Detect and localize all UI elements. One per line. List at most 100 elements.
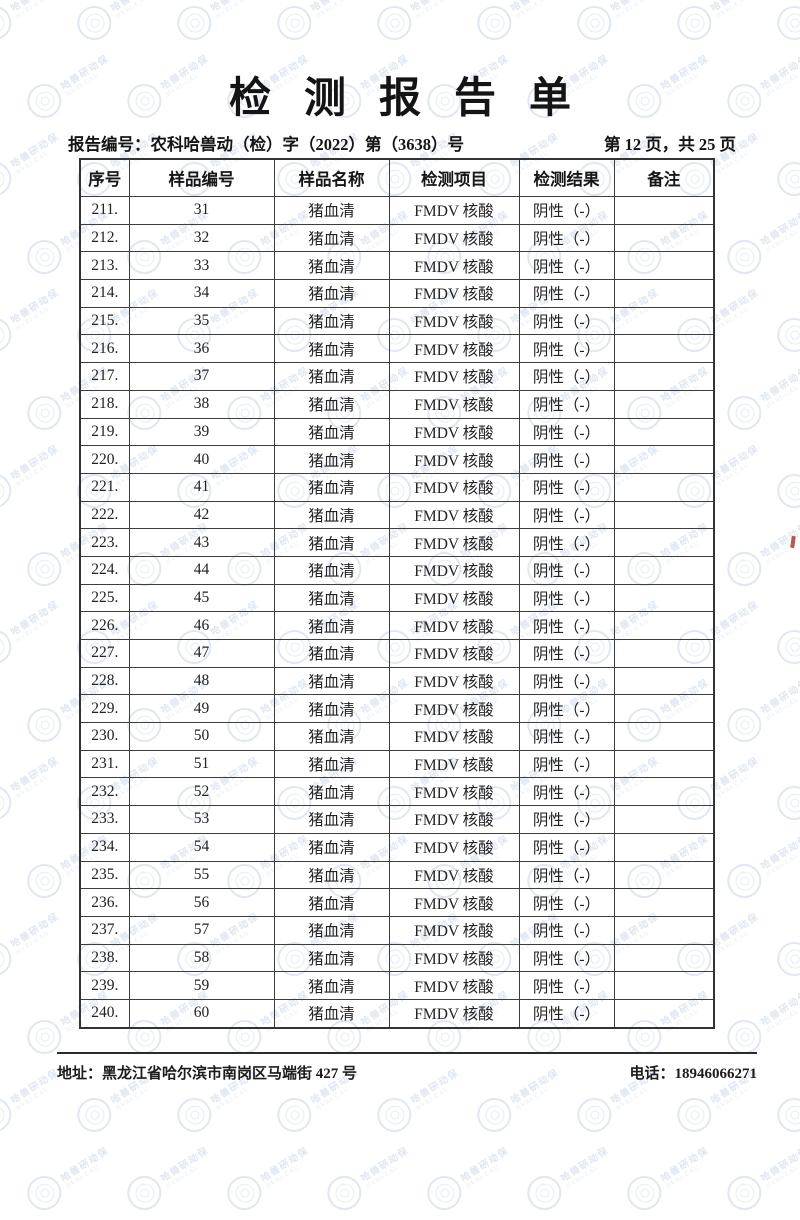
col-remark bbox=[613, 722, 715, 751]
col-remark bbox=[613, 251, 715, 281]
col-remark bbox=[613, 805, 715, 834]
report-meta-row: 报告编号：农科哈兽动（检）字（2022）第（3638）号 第 12 页，共 25… bbox=[68, 131, 736, 155]
col-remark bbox=[613, 583, 715, 613]
col-remark bbox=[613, 832, 715, 862]
col-sample-name: 猪血清 bbox=[273, 472, 390, 502]
table-row: 227. 47 猪血清 FMDV 核酸 阴性（-） bbox=[79, 639, 715, 668]
col-test-result: 阴性（-） bbox=[518, 777, 615, 807]
col-test-result: 阴性（-） bbox=[518, 915, 615, 945]
col-test-item: FMDV 核酸 bbox=[388, 500, 520, 530]
col-sample-id: 40 bbox=[128, 445, 275, 474]
col-sample-name: 猪血清 bbox=[273, 777, 390, 807]
col-remark bbox=[613, 500, 715, 530]
col-sample-name: 猪血清 bbox=[273, 362, 390, 391]
col-seq: 218. bbox=[79, 389, 130, 419]
col-remark bbox=[613, 445, 715, 474]
col-test-result: 阴性（-） bbox=[518, 694, 615, 724]
col-sample-name: 猪血清 bbox=[273, 223, 390, 253]
col-test-item: FMDV 核酸 bbox=[388, 306, 520, 336]
col-seq: 229. bbox=[79, 694, 130, 724]
col-sample-id: 56 bbox=[128, 888, 275, 917]
col-test-result: 阴性（-） bbox=[518, 196, 615, 225]
col-remark bbox=[613, 472, 715, 502]
col-seq: 224. bbox=[79, 555, 130, 585]
col-seq: 231. bbox=[79, 749, 130, 779]
col-remark bbox=[613, 639, 715, 668]
col-seq: 234. bbox=[79, 832, 130, 862]
table-header-row: 序号 样品编号 样品名称 检测项目 检测结果 备注 bbox=[79, 158, 715, 197]
table-row: 224. 44 猪血清 FMDV 核酸 阴性（-） bbox=[79, 555, 715, 585]
col-test-result: 阴性（-） bbox=[518, 749, 615, 779]
col-seq: 211. bbox=[79, 196, 130, 225]
watermark-logo-icon bbox=[720, 1169, 768, 1217]
col-sample-name: 猪血清 bbox=[273, 251, 390, 281]
col-sample-name: 猪血清 bbox=[273, 971, 390, 1000]
table-row: 233. 53 猪血清 FMDV 核酸 阴性（-） bbox=[79, 805, 715, 834]
table-row: 237. 57 猪血清 FMDV 核酸 阴性（-） bbox=[79, 915, 715, 945]
col-seq: 212. bbox=[79, 223, 130, 253]
col-test-item: FMDV 核酸 bbox=[388, 362, 520, 391]
col-test-item: FMDV 核酸 bbox=[388, 445, 520, 474]
col-test-result: 阴性（-） bbox=[518, 971, 615, 1000]
col-sample-name: 猪血清 bbox=[273, 611, 390, 640]
col-seq: 219. bbox=[79, 417, 130, 447]
col-test-item: FMDV 核酸 bbox=[388, 251, 520, 281]
col-sample-id: 38 bbox=[128, 389, 275, 419]
report-sheet: 检测报告单 报告编号：农科哈兽动（检）字（2022）第（3638）号 第 12 … bbox=[57, 76, 796, 1082]
col-sample-id: 36 bbox=[128, 334, 275, 364]
col-test-item: FMDV 核酸 bbox=[388, 832, 520, 862]
col-remark bbox=[613, 749, 715, 779]
watermark-logo-icon bbox=[320, 1169, 368, 1217]
col-test-item: FMDV 核酸 bbox=[388, 639, 520, 668]
col-test-result: 阴性（-） bbox=[518, 362, 615, 391]
header-sample-id: 样品编号 bbox=[128, 158, 275, 197]
table-row: 217. 37 猪血清 FMDV 核酸 阴性（-） bbox=[79, 362, 715, 391]
col-remark bbox=[613, 611, 715, 640]
col-test-result: 阴性（-） bbox=[518, 500, 615, 530]
col-remark bbox=[613, 777, 715, 807]
col-sample-name: 猪血清 bbox=[273, 666, 390, 696]
footer-phone: 电话：18946066271 bbox=[629, 1066, 757, 1082]
table-row: 225. 45 猪血清 FMDV 核酸 阴性（-） bbox=[79, 583, 715, 613]
col-sample-name: 猪血清 bbox=[273, 528, 390, 557]
table-row: 220. 40 猪血清 FMDV 核酸 阴性（-） bbox=[79, 445, 715, 474]
col-test-result: 阴性（-） bbox=[518, 639, 615, 668]
col-sample-id: 34 bbox=[128, 279, 275, 308]
col-seq: 236. bbox=[79, 888, 130, 917]
col-sample-name: 猪血清 bbox=[273, 943, 390, 973]
col-sample-id: 43 bbox=[128, 528, 275, 557]
col-remark bbox=[613, 279, 715, 308]
col-test-item: FMDV 核酸 bbox=[388, 417, 520, 447]
col-sample-id: 49 bbox=[128, 694, 275, 724]
col-sample-id: 41 bbox=[128, 472, 275, 502]
col-seq: 235. bbox=[79, 860, 130, 890]
col-remark bbox=[613, 417, 715, 447]
results-table: 序号 样品编号 样品名称 检测项目 检测结果 备注 211. 31 猪血清 FMDV … bbox=[79, 158, 715, 1029]
table-row: 228. 48 猪血清 FMDV 核酸 阴性（-） bbox=[79, 666, 715, 696]
table-row: 223. 43 猪血清 FMDV 核酸 阴性（-） bbox=[79, 528, 715, 557]
header-seq: 序号 bbox=[79, 158, 130, 197]
table-row: 218. 38 猪血清 FMDV 核酸 阴性（-） bbox=[79, 389, 715, 419]
col-sample-name: 猪血清 bbox=[273, 639, 390, 668]
watermark-logo-icon bbox=[520, 1169, 568, 1217]
col-test-item: FMDV 核酸 bbox=[388, 334, 520, 364]
col-test-item: FMDV 核酸 bbox=[388, 777, 520, 807]
col-sample-id: 52 bbox=[128, 777, 275, 807]
col-sample-id: 42 bbox=[128, 500, 275, 530]
col-sample-name: 猪血清 bbox=[273, 334, 390, 364]
col-test-result: 阴性（-） bbox=[518, 445, 615, 474]
col-sample-name: 猪血清 bbox=[273, 860, 390, 890]
col-sample-id: 44 bbox=[128, 555, 275, 585]
table-row: 221. 41 猪血清 FMDV 核酸 阴性（-） bbox=[79, 472, 715, 502]
col-sample-name: 猪血清 bbox=[273, 555, 390, 585]
table-row: 211. 31 猪血清 FMDV 核酸 阴性（-） bbox=[79, 196, 715, 225]
table-row: 236. 56 猪血清 FMDV 核酸 阴性（-） bbox=[79, 888, 715, 917]
table-row: 240. 60 猪血清 FMDV 核酸 阴性（-） bbox=[79, 998, 715, 1029]
col-remark bbox=[613, 528, 715, 557]
col-remark bbox=[613, 666, 715, 696]
